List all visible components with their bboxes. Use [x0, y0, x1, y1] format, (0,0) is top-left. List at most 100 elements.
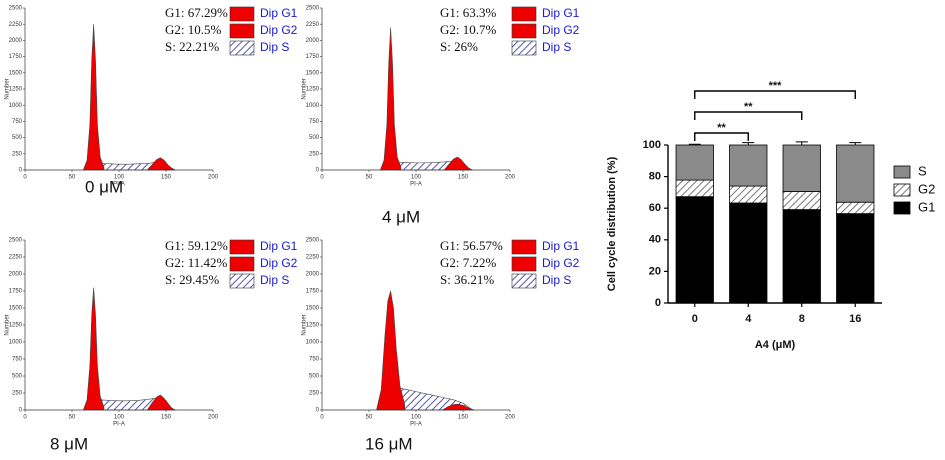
peak-area: [82, 24, 105, 171]
y-tick-label: 0: [316, 408, 320, 414]
x-tick-label: 50: [69, 415, 76, 421]
error-bar: [742, 142, 755, 145]
y-tick-label: 2500: [9, 238, 23, 244]
legend-swatch: [511, 6, 537, 22]
bar-segment: [836, 144, 875, 203]
bar-segment: [836, 213, 875, 304]
stat-label: G1: 67.29%: [165, 5, 228, 20]
x-tick-label: 16: [849, 313, 861, 325]
y-tick-label: 2250: [9, 255, 23, 261]
legend-label: Dip G1: [260, 239, 298, 253]
x-tick-label: 200: [505, 175, 516, 181]
x-tick-label: 100: [411, 415, 422, 421]
stat-label: G2: 10.7%: [440, 22, 497, 37]
legend-swatch: [511, 40, 537, 56]
legend-swatch: [893, 165, 911, 179]
stat-label: G2: 11.42%: [165, 255, 228, 270]
x-tick-label: 100: [411, 175, 422, 181]
x-tick-label: 0: [320, 415, 324, 421]
stat-label: G1: 56.57%: [440, 238, 503, 253]
y-tick-label: 1750: [9, 54, 23, 60]
peak-area: [376, 290, 406, 411]
x-axis-label: PI-A: [113, 182, 125, 188]
significance-label: **: [717, 122, 726, 134]
y-tick-label: 1250: [9, 323, 23, 329]
x-tick-label: 150: [161, 415, 172, 421]
x-tick-label: 200: [208, 175, 219, 181]
peak-area: [379, 27, 402, 171]
stat-label: S: 26%: [440, 39, 478, 54]
y-tick-label: 250: [12, 151, 23, 157]
y-tick-label: 250: [309, 391, 320, 397]
significance-bracket: [694, 111, 803, 120]
legend-swatch: [229, 40, 255, 56]
y-tick-label: 500: [12, 135, 23, 141]
bar-segment: [675, 144, 714, 181]
legend-label: Dip G2: [542, 256, 580, 270]
legend-swatch: [511, 23, 537, 39]
x-tick-label: 150: [458, 175, 469, 181]
stat-label: G1: 59.12%: [165, 238, 228, 253]
y-axis-label: Number: [5, 78, 11, 99]
y-tick-label: 2250: [306, 22, 320, 28]
bar-segment: [729, 144, 768, 187]
bar-segment: [836, 201, 875, 215]
y-tick-label: 2000: [306, 272, 320, 278]
stat-label: S: 36.21%: [440, 272, 494, 287]
y-tick-label: 1500: [9, 70, 23, 76]
peak-area: [82, 287, 105, 411]
y-tick-label: 1000: [306, 340, 320, 346]
caption: 0 μM: [85, 177, 123, 196]
y-tick-label: 2250: [306, 255, 320, 261]
y-axis-label: Cell cycle distribution (%): [606, 156, 618, 291]
y-tick-label: 2500: [9, 6, 23, 12]
x-tick-label: 0: [692, 313, 698, 325]
legend-label: Dip G1: [542, 6, 580, 20]
y-tick-label: 2000: [306, 38, 320, 44]
stat-label: S: 22.21%: [165, 39, 219, 54]
y-tick-label: 2000: [9, 38, 23, 44]
x-tick-label: 0: [23, 415, 27, 421]
legend-swatch: [511, 256, 537, 272]
x-axis-label: A4 (μM): [755, 339, 796, 351]
x-tick-label: 0: [320, 175, 324, 181]
y-axis-label: Number: [302, 78, 308, 99]
caption: 8 μM: [50, 434, 88, 453]
y-tick-label: 750: [12, 119, 23, 125]
bar-segment: [675, 179, 714, 198]
peak-area: [146, 157, 176, 171]
legend-swatch: [229, 256, 255, 272]
x-tick-label: 50: [69, 175, 76, 181]
y-tick-label: 1250: [306, 87, 320, 93]
y-tick-label: 750: [12, 357, 23, 363]
legend-label: G1: [918, 199, 935, 214]
x-tick-label: 150: [161, 175, 172, 181]
x-axis-label: PI-A: [410, 182, 422, 188]
bar-segment: [675, 196, 714, 304]
peak-area: [443, 156, 473, 171]
y-tick-label: 2000: [9, 272, 23, 278]
error-bar: [688, 143, 701, 145]
y-tick-label: 0: [316, 168, 320, 174]
legend-label: Dip S: [542, 273, 571, 287]
legend-swatch: [229, 6, 255, 22]
y-tick-label: 0: [19, 408, 23, 414]
legend-swatch: [893, 183, 911, 197]
x-axis-label: PI-A: [113, 422, 125, 428]
x-tick-label: 100: [114, 415, 125, 421]
y-tick-label: 2500: [306, 6, 320, 12]
y-tick-label: 1000: [9, 103, 23, 109]
y-tick-label: 1000: [306, 103, 320, 109]
x-tick-label: 4: [745, 313, 752, 325]
y-tick-label: 1500: [9, 306, 23, 312]
legend-label: Dip G1: [260, 6, 298, 20]
y-tick-label: 1500: [306, 70, 320, 76]
legend-swatch: [893, 201, 911, 215]
legend-swatch: [511, 239, 537, 255]
legend-label: S: [918, 163, 927, 178]
bar-segment: [782, 209, 821, 304]
y-tick-label: 1250: [306, 323, 320, 329]
error-bar: [849, 142, 862, 145]
legend-label: Dip G1: [542, 239, 580, 253]
